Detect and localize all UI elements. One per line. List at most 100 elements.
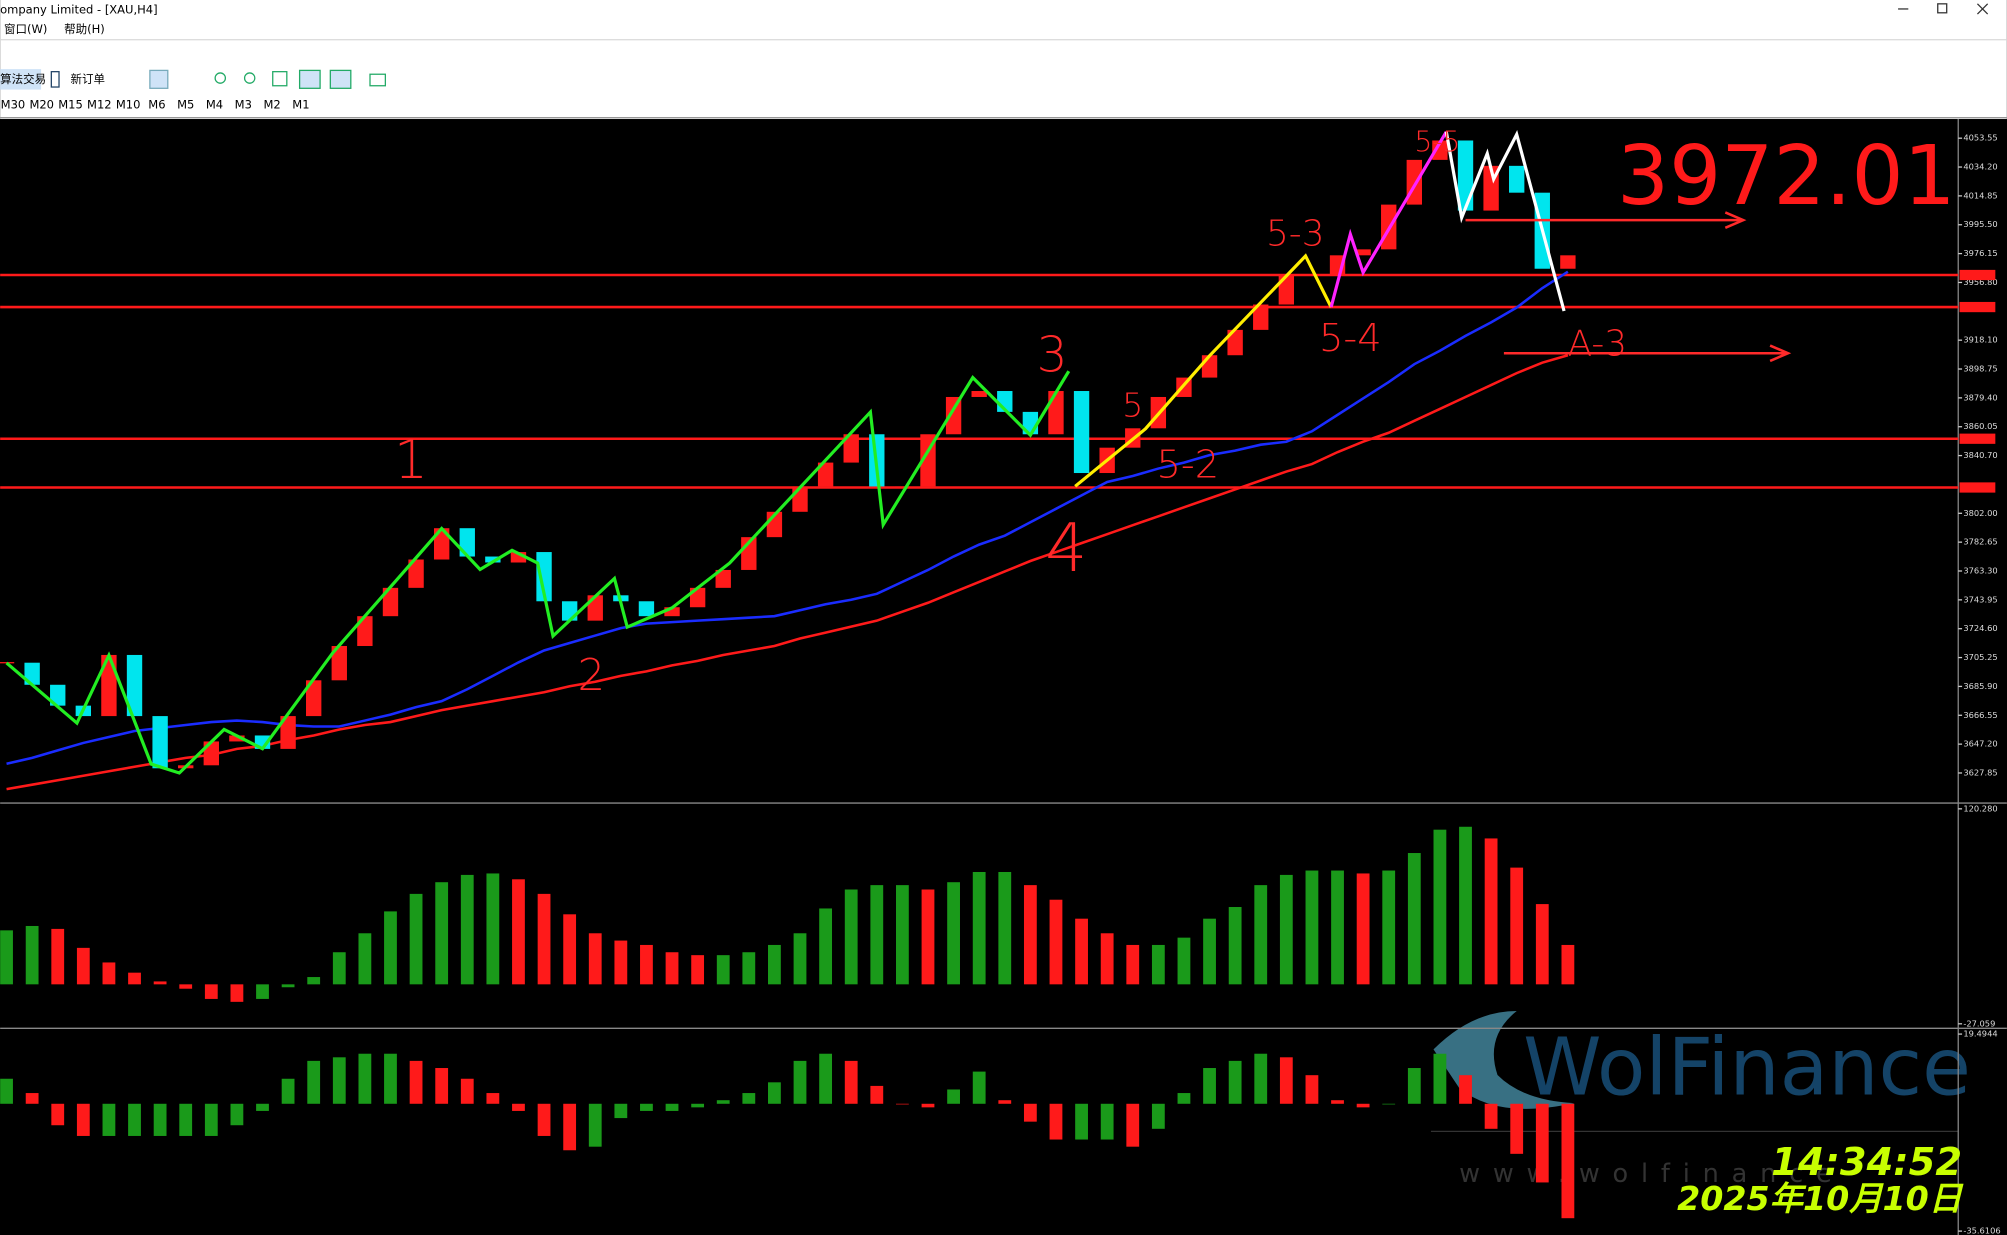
histogram-bar — [1100, 1103, 1114, 1140]
histogram-bar — [179, 984, 193, 989]
timeframe-button[interactable]: M2 — [263, 97, 280, 111]
histogram-bar — [972, 1071, 986, 1104]
histogram-bar — [563, 914, 577, 985]
histogram-bar — [1177, 1093, 1191, 1104]
toolbar-button[interactable] — [0, 69, 42, 90]
histogram-bar — [1049, 899, 1063, 985]
histogram-bar — [76, 947, 90, 985]
timeframe-bar: M30 M20 M15 M12 M10 M6 M5 M4 M3 M2 M1 — [1, 97, 310, 111]
histogram-bar — [819, 908, 833, 985]
histogram-bar — [793, 933, 807, 985]
annotation: 5-2 — [1156, 443, 1219, 488]
timeframe-button[interactable]: M1 — [292, 97, 309, 111]
histogram-bar — [409, 893, 423, 985]
histogram-bar — [665, 952, 679, 985]
y-tick-label: 3743.95 — [1963, 594, 1997, 604]
y-tick-label: 3647.20 — [1963, 739, 1997, 749]
histogram-bar — [1382, 870, 1396, 985]
histogram-bar — [1561, 1103, 1575, 1219]
y-tick-label: 3802.00 — [1963, 508, 1997, 518]
clock-date: 2025年10月10日 — [1677, 1179, 1964, 1218]
histogram-bar — [512, 879, 525, 985]
candle — [587, 595, 603, 621]
candle — [24, 662, 40, 685]
y-tick-label: 3627.85 — [1963, 767, 1997, 777]
timeframe-button[interactable]: M12 — [87, 97, 112, 111]
candle — [945, 396, 962, 435]
histogram-bar — [1433, 829, 1447, 985]
y-tick-label: 3705.25 — [1963, 652, 1997, 662]
histogram-bar — [1228, 1060, 1242, 1104]
y-tick-label: 120.280 — [1963, 803, 1997, 813]
histogram-bar — [307, 977, 321, 985]
timeframe-button[interactable]: M30 — [1, 97, 26, 111]
histogram-bar — [665, 1103, 679, 1111]
candle — [510, 552, 527, 563]
histogram-bar — [870, 1085, 884, 1104]
histogram-bar — [230, 1103, 244, 1126]
histogram-bar — [716, 1100, 730, 1104]
histogram-bar — [1484, 838, 1498, 985]
histogram-bar — [1510, 1103, 1524, 1154]
level-tag — [1959, 301, 1996, 313]
y-tick-label: 3685.90 — [1963, 681, 1997, 691]
histogram-bar — [1561, 944, 1575, 985]
toolbar-icon[interactable] — [50, 71, 60, 88]
histogram-bar — [1535, 1103, 1549, 1183]
histogram-bar — [128, 1103, 141, 1136]
window-controls[interactable] — [1898, 3, 1989, 15]
menu-item[interactable]: 帮助(H) — [64, 22, 105, 36]
histogram-bar — [281, 984, 295, 988]
histogram-bar — [1433, 1053, 1447, 1104]
histogram-bar — [307, 1060, 321, 1104]
histogram-bar — [895, 1103, 909, 1105]
histogram-bar — [1331, 1100, 1344, 1104]
candle — [715, 569, 731, 588]
histogram-bar — [1305, 870, 1319, 985]
menu-item[interactable]: 窗口(W) — [4, 22, 47, 36]
histogram-bar — [1203, 1068, 1216, 1104]
timeframe-button[interactable]: M15 — [58, 97, 83, 111]
histogram-bar — [742, 1093, 756, 1104]
histogram-bar — [947, 882, 960, 985]
histogram-bar — [768, 1082, 781, 1104]
candle — [126, 654, 143, 717]
histogram-bar — [537, 1103, 551, 1136]
histogram-bar — [435, 882, 449, 985]
timeframe-button[interactable]: M20 — [29, 97, 54, 111]
histogram-bar — [102, 1103, 116, 1136]
candle — [1457, 140, 1474, 211]
timeframe-button[interactable]: M4 — [206, 97, 223, 111]
y-tick-label: -35.6106 — [1963, 1226, 2000, 1235]
toolbar-label[interactable]: 新订单 — [71, 72, 106, 86]
histogram-bar — [793, 1060, 807, 1104]
histogram-bar — [102, 962, 116, 985]
histogram-bar — [153, 981, 167, 985]
y-tick-label: 4034.20 — [1963, 162, 1997, 172]
candle — [664, 607, 680, 617]
moving-average — [6, 353, 1569, 791]
timeframe-button[interactable]: M6 — [148, 97, 165, 111]
toolbar-label[interactable]: 算法交易 — [0, 72, 46, 86]
y-tick-label: 19.4944 — [1963, 1029, 1997, 1039]
y-tick-label: 3666.55 — [1963, 710, 1997, 720]
candle — [485, 556, 501, 563]
histogram-bar — [716, 955, 730, 985]
wave-line — [1444, 129, 1566, 312]
candle — [1048, 391, 1064, 435]
histogram-bar — [844, 889, 858, 985]
timeframe-button[interactable]: M3 — [235, 97, 252, 111]
histogram-bar — [895, 885, 909, 985]
toolbar-icons[interactable] — [149, 69, 386, 89]
histogram-bar — [1023, 885, 1037, 985]
histogram-bar — [384, 911, 397, 985]
histogram-bar — [588, 933, 602, 985]
histogram-bar — [486, 1093, 500, 1104]
timeframe-button[interactable]: M5 — [177, 97, 194, 111]
histogram-bar — [128, 972, 141, 985]
histogram-bar — [1049, 1103, 1063, 1140]
timeframe-button[interactable]: M10 — [116, 97, 141, 111]
histogram-bar — [614, 1103, 628, 1119]
histogram-bar — [1331, 870, 1344, 985]
histogram-bar — [1203, 918, 1216, 985]
